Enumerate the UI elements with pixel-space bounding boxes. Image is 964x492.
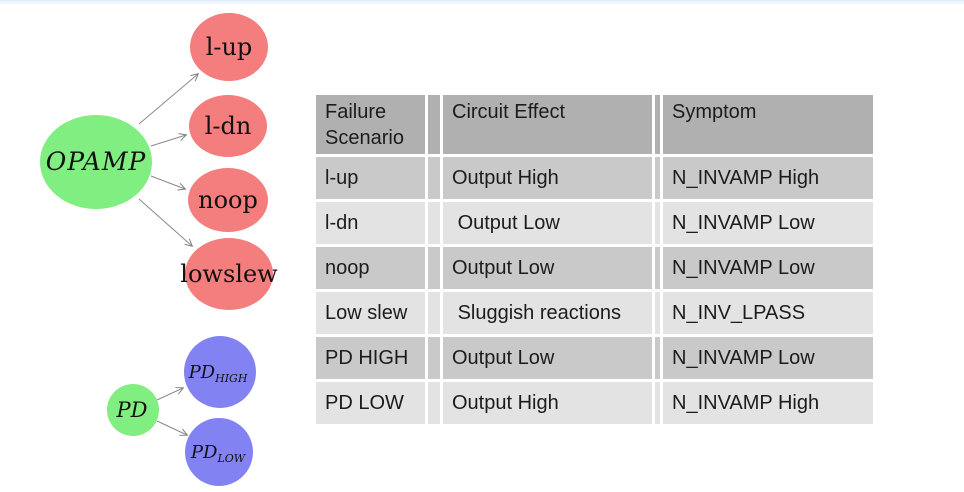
- table-header-row: Failure Scenario Circuit Effect Symptom: [316, 95, 873, 154]
- table-row: Low slew Sluggish reactions N_INV_LPASS: [316, 292, 873, 334]
- arrow-opamp-noop: [150, 175, 185, 189]
- spacer-cell: [428, 292, 440, 334]
- top-gradient-strip: [0, 0, 964, 5]
- header-symptom: Symptom: [663, 95, 873, 154]
- arrow-opamp-lup: [138, 74, 198, 125]
- circuit-effect-cell: Output High: [443, 382, 652, 424]
- pd-node: [107, 384, 159, 436]
- table-row: l-up Output High N_INVAMP High: [316, 157, 873, 199]
- circuit-effect-cell: Sluggish reactions: [443, 292, 652, 334]
- circuit-effect-cell: Output Low: [443, 337, 652, 379]
- arrow-pd-pdlow: [156, 420, 187, 435]
- pdhigh-node-label: PDHIGH: [188, 362, 248, 385]
- failure-scenario-cell: PD HIGH: [316, 337, 425, 379]
- pdlow-label-subscript: LOW: [216, 452, 246, 465]
- spacer-cell: [655, 337, 660, 379]
- pdlow-label-base: PD: [190, 442, 218, 463]
- noop-node-label: noop: [198, 186, 258, 214]
- failure-scenario-cell: l-dn: [316, 202, 425, 244]
- table-row: l-dn Output Low N_INVAMP Low: [316, 202, 873, 244]
- spacer-cell: [428, 202, 440, 244]
- spacer-cell: [655, 382, 660, 424]
- failure-scenario-cell: l-up: [316, 157, 425, 199]
- lup-node: [190, 13, 268, 81]
- header-spacer-cell: [655, 95, 660, 154]
- table-row: PD HIGH Output Low N_INVAMP Low: [316, 337, 873, 379]
- pdhigh-label-subscript: HIGH: [214, 372, 248, 385]
- symptom-cell: N_INVAMP Low: [663, 202, 873, 244]
- spacer-cell: [428, 382, 440, 424]
- spacer-cell: [655, 247, 660, 289]
- failure-scenario-cell: PD LOW: [316, 382, 425, 424]
- opamp-node-label: OPAMP: [46, 147, 147, 176]
- arrow-opamp-ldn: [150, 135, 186, 147]
- spacer-cell: [655, 157, 660, 199]
- spacer-cell: [428, 337, 440, 379]
- failure-scenario-cell: noop: [316, 247, 425, 289]
- table-row: PD LOW Output High N_INVAMP High: [316, 382, 873, 424]
- fault-tree-diagram: OPAMP l-up l-dn noop lowslew PD PDHIGH P…: [40, 13, 278, 486]
- symptom-cell: N_INVAMP Low: [663, 247, 873, 289]
- symptom-cell: N_INVAMP Low: [663, 337, 873, 379]
- lowslew-node: [185, 238, 273, 310]
- ldn-node: [189, 95, 267, 157]
- symptom-cell: N_INVAMP High: [663, 157, 873, 199]
- pdlow-node-label: PDLOW: [190, 442, 247, 465]
- arrow-pd-pdhigh: [156, 388, 183, 401]
- spacer-cell: [428, 157, 440, 199]
- spacer-cell: [655, 202, 660, 244]
- header-circuit-effect: Circuit Effect: [443, 95, 652, 154]
- spacer-cell: [428, 247, 440, 289]
- lup-node-label: l-up: [206, 33, 253, 61]
- circuit-effect-cell: Output Low: [443, 202, 652, 244]
- arrow-opamp-lowslew: [138, 198, 192, 246]
- header-spacer-cell: [428, 95, 440, 154]
- ldn-node-label: l-dn: [205, 112, 252, 140]
- spacer-cell: [655, 292, 660, 334]
- circuit-effect-cell: Output Low: [443, 247, 652, 289]
- pdhigh-node: [184, 336, 256, 408]
- symptom-cell: N_INVAMP High: [663, 382, 873, 424]
- pd-node-label: PD: [116, 398, 148, 422]
- table-row: noop Output Low N_INVAMP Low: [316, 247, 873, 289]
- lowslew-node-label: lowslew: [180, 260, 278, 288]
- failure-scenario-table: Failure Scenario Circuit Effect Symptom …: [313, 92, 876, 427]
- header-failure-scenario: Failure Scenario: [316, 95, 425, 154]
- pdlow-node: [185, 418, 253, 486]
- pdhigh-label-base: PD: [188, 362, 216, 383]
- failure-scenario-cell: Low slew: [316, 292, 425, 334]
- circuit-effect-cell: Output High: [443, 157, 652, 199]
- symptom-cell: N_INV_LPASS: [663, 292, 873, 334]
- opamp-node: [40, 115, 152, 209]
- noop-node: [188, 168, 268, 232]
